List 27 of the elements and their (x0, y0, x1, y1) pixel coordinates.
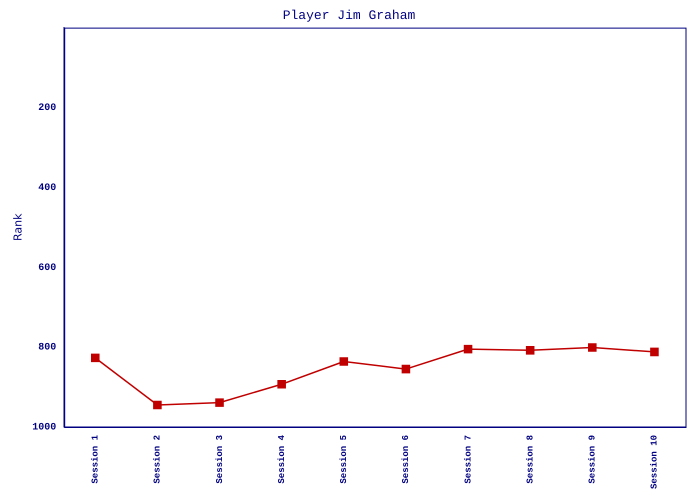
point (340, 357, 348, 366)
x-tick-label: Session 5 (339, 434, 350, 484)
x-tick-label: Session 7 (463, 434, 474, 484)
x-tick-label: Session 3 (214, 434, 225, 484)
x-tick-label: Session 2 (152, 434, 163, 484)
y-tick-label: 400 (38, 182, 56, 194)
point (90, 354, 100, 362)
y-tick-label: 600 (38, 262, 56, 274)
x-tick-label: Session 8 (525, 434, 536, 484)
point (588, 343, 597, 352)
point (215, 398, 224, 407)
point (153, 400, 162, 410)
y-tick-label: 200 (38, 102, 56, 114)
y-tick-label: 800 (38, 342, 56, 354)
point (650, 348, 659, 356)
chart-title: Player Jim Graham (282, 8, 416, 24)
x-tick-label: Session 10 (650, 434, 660, 490)
point (526, 346, 534, 355)
y-tick-label: 1000 (32, 422, 56, 434)
x-tick-label: Session 4 (276, 434, 287, 484)
x-tick-label: Session 9 (588, 434, 598, 484)
x-tick-label: Session 6 (401, 434, 412, 484)
y-axis-title: Rank (11, 212, 24, 242)
point (464, 344, 472, 354)
point (277, 380, 286, 389)
x-tick-label: Session 1 (90, 434, 101, 484)
point (402, 364, 410, 374)
